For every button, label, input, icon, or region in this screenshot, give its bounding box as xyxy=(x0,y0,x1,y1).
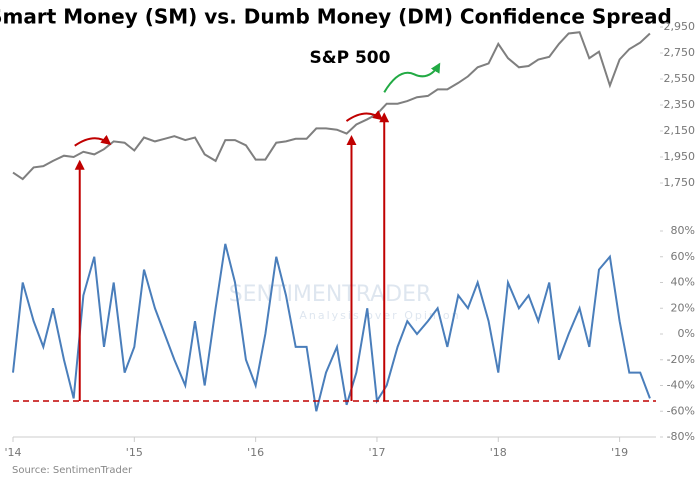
x-tick-label: '16 xyxy=(247,446,264,459)
y-tick-label: -20% xyxy=(667,353,695,366)
y-tick-label: -40% xyxy=(667,379,695,392)
y-tick-label: 40% xyxy=(671,276,695,289)
y-tick-label: 20% xyxy=(671,301,695,314)
y-tick-label: 2,750 xyxy=(664,46,696,59)
watermark: SENTIMENTRADER xyxy=(229,282,432,307)
trend-arrow xyxy=(345,110,384,122)
y-tick-label: 2,150 xyxy=(664,124,696,137)
y-tick-label: 0% xyxy=(678,327,695,340)
data-line xyxy=(12,31,651,181)
y-tick-label: 60% xyxy=(671,250,695,263)
x-tick-label: '15 xyxy=(126,446,143,459)
watermark-tagline: Analysis over Opinion xyxy=(299,309,460,322)
x-tick-label: '14 xyxy=(4,446,21,459)
chart-subtitle: S&P 500 xyxy=(310,48,391,68)
data-line xyxy=(12,243,651,412)
y-tick-label: 1,950 xyxy=(664,150,696,163)
x-tick-label: '19 xyxy=(611,446,628,459)
y-tick-label: 80% xyxy=(671,224,695,237)
trend-arrow xyxy=(74,134,112,147)
x-tick-label: '18 xyxy=(490,446,507,459)
y-tick-label: 1,750 xyxy=(664,176,696,189)
chart-title: Smart Money (SM) vs. Dumb Money (DM) Con… xyxy=(0,5,672,29)
source-note: Source: SentimenTrader xyxy=(12,465,133,476)
y-tick-label: 2,950 xyxy=(664,20,696,33)
x-tick-label: '17 xyxy=(368,446,385,459)
y-tick-label: 2,350 xyxy=(664,98,696,111)
trend-arrow xyxy=(383,62,441,93)
y-tick-label: -60% xyxy=(667,404,695,417)
y-tick-label: -80% xyxy=(667,430,695,443)
y-tick-label: 2,550 xyxy=(664,72,696,85)
